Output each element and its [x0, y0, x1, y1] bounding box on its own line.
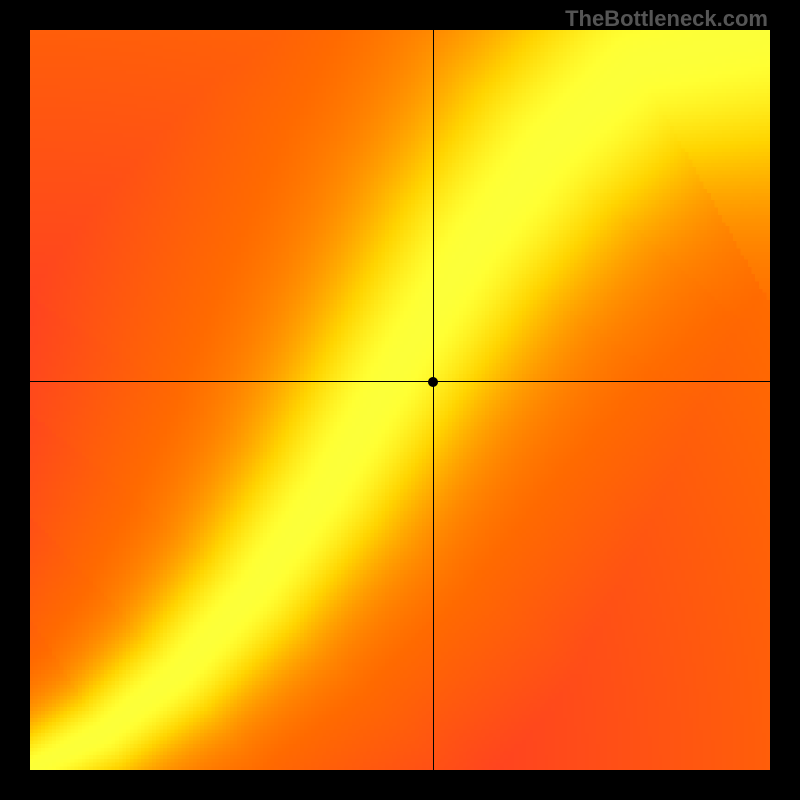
watermark-text: TheBottleneck.com [565, 6, 768, 32]
bottleneck-heatmap [30, 30, 770, 770]
chart-container: TheBottleneck.com [0, 0, 800, 800]
